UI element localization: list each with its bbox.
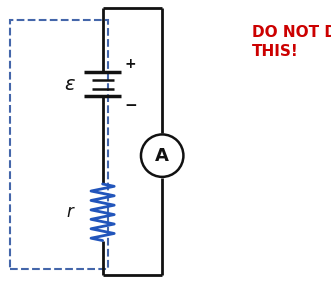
Text: r: r — [66, 203, 73, 221]
Text: A: A — [155, 147, 169, 165]
Text: DO NOT DO
THIS!: DO NOT DO THIS! — [252, 25, 331, 59]
Text: +: + — [124, 57, 136, 71]
Ellipse shape — [141, 134, 183, 177]
Text: ε: ε — [64, 75, 74, 94]
Text: −: − — [124, 98, 137, 113]
Bar — [10, 20, 108, 269]
